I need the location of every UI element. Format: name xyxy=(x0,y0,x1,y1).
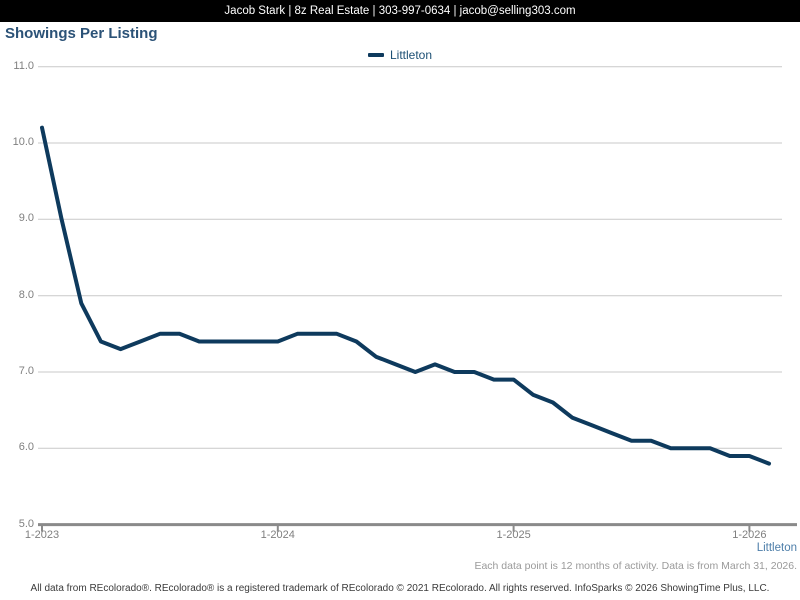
x-axis-tick-label: 1-2024 xyxy=(260,529,295,541)
showings-per-listing-chart[interactable]: 11.0 10.0 9.0 8.0 7.0 6.0 5.0 1-2023 1-2024 1-20… xyxy=(0,0,800,545)
y-axis-tick-label: 7.0 xyxy=(18,364,34,377)
littleton-series-line[interactable] xyxy=(40,125,771,466)
x-axis-tick-label: 1-2023 xyxy=(24,529,60,541)
data-note: Each data point is 12 months of activity… xyxy=(474,560,797,572)
copyright-note: All data from REcolorado®. REcolorado® i… xyxy=(30,583,770,594)
page-title: Showings Per Listing xyxy=(5,25,158,42)
y-axis-tick-label: 11.0 xyxy=(13,59,34,72)
x-axis-tick-label: 1-2026 xyxy=(732,529,767,541)
y-axis-tick-label: 10.0 xyxy=(12,136,34,148)
header-bar: Jacob Stark | 8z Real Estate | 303-997-0… xyxy=(0,0,800,22)
y-axis-tick-label: 8.0 xyxy=(18,288,34,301)
series-footnote-label: Littleton xyxy=(756,542,797,554)
y-axis-tick-label: 6.0 xyxy=(18,441,34,454)
y-axis-tick-label: 9.0 xyxy=(18,212,34,225)
legend-line-swatch xyxy=(367,53,384,57)
y-axis-tick-label: 5.0 xyxy=(18,517,34,530)
chart-canvas[interactable] xyxy=(0,0,800,545)
legend-label: Littleton xyxy=(389,48,433,62)
contact-line: Jacob Stark | 8z Real Estate | 303-997-0… xyxy=(224,5,576,17)
x-axis-tick-label: 1-2025 xyxy=(496,529,531,541)
legend: Littleton xyxy=(0,47,800,63)
